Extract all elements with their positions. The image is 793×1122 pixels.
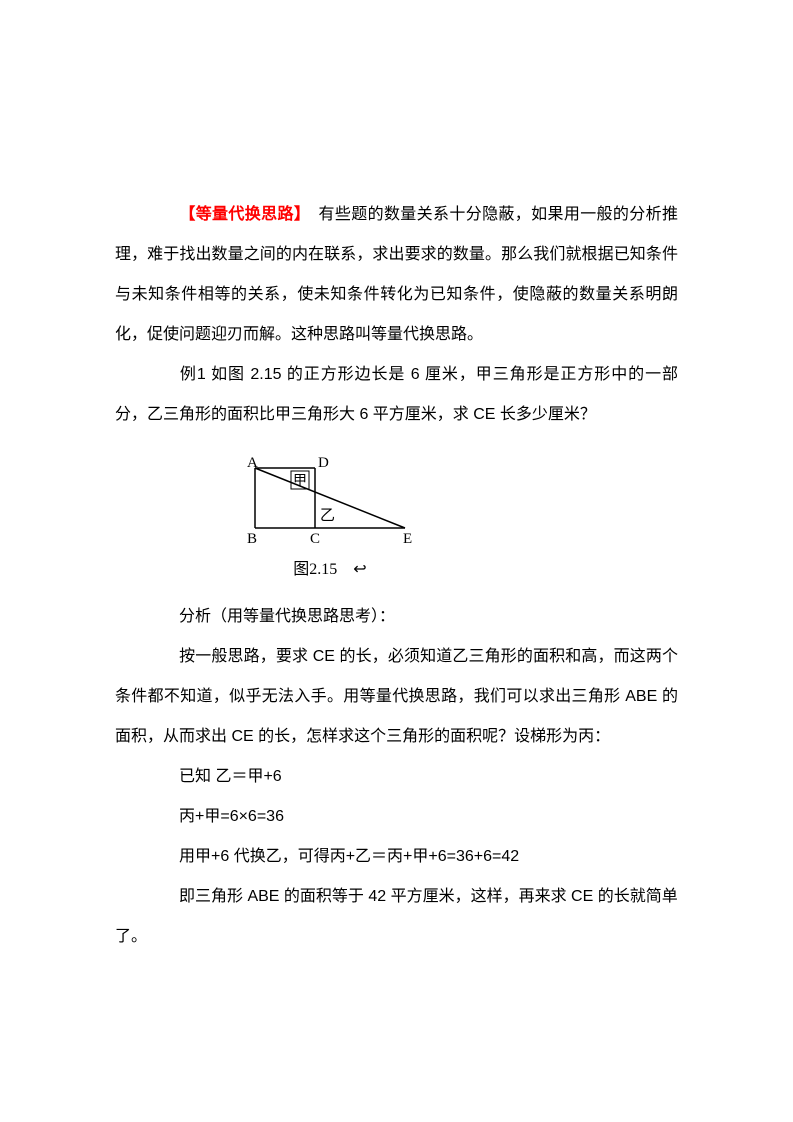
analysis-label-paragraph: 分析（用等量代换思路思考）： [115,597,678,637]
math-line-2: 丙+甲=6×6=36 [115,797,678,837]
label-b: B [247,531,257,547]
math-2: 丙+甲=6×6=36 [179,808,284,825]
label-yi: 乙 [320,508,335,524]
math-line-1: 已知 乙＝甲+6 [115,757,678,797]
section-title: 【等量代换思路】 [179,206,302,223]
math-line-3: 用甲+6 代换乙，可得丙+乙＝丙+甲+6=36+6=42 [115,837,678,877]
example-text: 例1 如图 2.15 的正方形边长是 6 厘米，甲三角形是正方形中的一部分，乙三… [115,366,678,423]
label-c: C [310,531,320,547]
math-3: 用甲+6 代换乙，可得丙+乙＝丙+甲+6=36+6=42 [179,848,519,865]
math-1: 已知 乙＝甲+6 [179,768,282,785]
analysis-label: 分析（用等量代换思路思考）： [179,608,395,625]
caption-text: 图2.15 [293,561,337,578]
label-a: A [247,455,258,471]
label-d: D [318,455,329,471]
closing-paragraph: 了。 [115,917,678,957]
analysis-text-paragraph: 按一般思路，要求 CE 的长，必须知道乙三角形的面积和高，而这两个条件都不知道，… [115,637,678,757]
diagram-caption: 图2.15 ↩ [225,555,435,579]
example-paragraph: 例1 如图 2.15 的正方形边长是 6 厘米，甲三角形是正方形中的一部分，乙三… [115,355,678,435]
label-jia: 甲 [293,474,307,489]
geometry-diagram: A D B C E 甲 乙 [225,453,435,553]
math-4: 即三角形 ABE 的面积等于 42 平方厘米，这样，再来求 CE 的长就简单 [179,888,678,905]
diagram-2-15: A D B C E 甲 乙 图2.15 ↩ [225,453,435,579]
label-e: E [403,531,412,547]
intro-paragraph: 【等量代换思路】 有些题的数量关系十分隐蔽，如果用一般的分析推理，难于找出数量之… [115,195,678,355]
math-line-4-paragraph: 即三角形 ABE 的面积等于 42 平方厘米，这样，再来求 CE 的长就简单 [115,877,678,917]
analysis-text: 按一般思路，要求 CE 的长，必须知道乙三角形的面积和高，而这两个条件都不知道，… [115,648,678,745]
closing-text: 了。 [115,928,147,945]
intro-text: 有些题的数量关系十分隐蔽，如果用一般的分析推理，难于找出数量之间的内在联系，求出… [115,206,678,343]
